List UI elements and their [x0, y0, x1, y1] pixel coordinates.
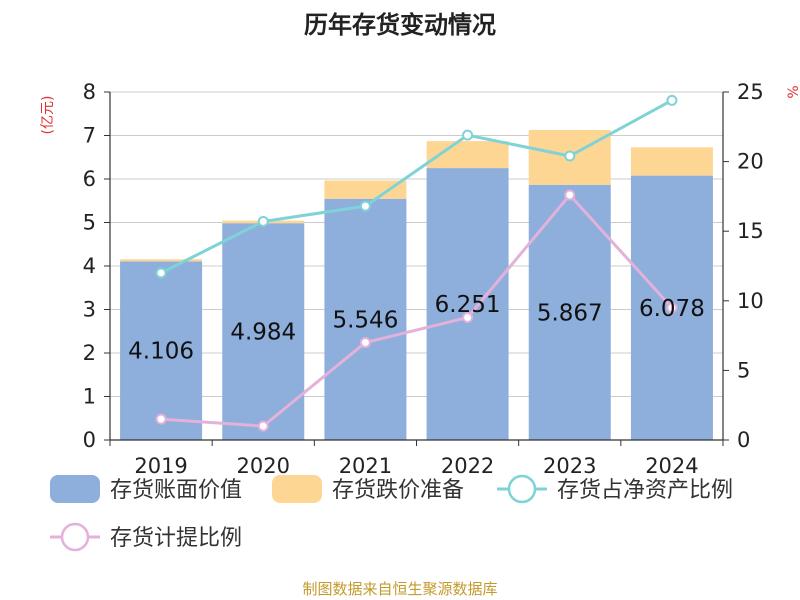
bar-data-label: 6.251 [435, 292, 501, 318]
right-tick-label: 5 [737, 358, 750, 382]
legend-item: 存货账面价值 [50, 475, 242, 503]
x-tick-label: 2019 [134, 454, 187, 478]
left-tick-label: 0 [83, 428, 96, 452]
right-tick-label: 20 [737, 150, 764, 174]
right-axis-unit: % [786, 85, 800, 98]
point-inventory-provision-ratio [666, 302, 678, 314]
left-tick-label: 1 [83, 385, 96, 409]
grid [110, 91, 723, 397]
bar-data-label: 6.078 [639, 296, 705, 322]
bars [120, 129, 713, 441]
legend-marker [507, 474, 537, 504]
right-tick-label: 0 [737, 428, 750, 452]
x-tick-label: 2021 [339, 454, 392, 478]
right-tick-label: 10 [737, 289, 764, 313]
legend-item: 存货计提比例 [50, 522, 242, 552]
axes: 0 1 2 3 4 5 6 7 8 0 5 10 15 20 25 2019 2020 2021 2022 2023 2… [83, 80, 764, 478]
x-tick-label: 2022 [441, 454, 494, 478]
bar-data-label: 5.546 [332, 307, 398, 333]
legend-label: 存货跌价准备 [332, 478, 464, 503]
line-inventory-provision-ratio [160, 192, 674, 428]
point-inventory-to-net-assets [257, 215, 269, 227]
legend-label: 存货账面价值 [110, 478, 242, 503]
left-axis-unit: (亿元) [40, 96, 56, 135]
point-inventory-provision-ratio [155, 413, 167, 425]
left-tick-label: 8 [83, 80, 96, 104]
bar-inventory-book-value [426, 168, 509, 441]
point-inventory-to-net-assets [666, 94, 678, 106]
point-inventory-to-net-assets [359, 200, 371, 212]
x-tick-label: 2020 [237, 454, 290, 478]
point-inventory-provision-ratio [359, 337, 371, 349]
point-inventory-to-net-assets [155, 267, 167, 279]
legend-item: 存货跌价准备 [272, 475, 464, 503]
left-tick-label: 5 [83, 211, 96, 235]
chart-title: 历年存货变动情况 [304, 11, 496, 39]
bar-data-label: 4.106 [128, 339, 194, 365]
bar-inventory-book-value [324, 198, 407, 440]
right-tick-label: 25 [737, 80, 764, 104]
line-inventory-to-net-assets [160, 99, 673, 275]
left-tick-label: 3 [83, 298, 96, 322]
data-labels: 4.106 4.984 5.546 6.251 5.867 6.078 [128, 292, 705, 365]
legend-label: 存货计提比例 [110, 526, 242, 551]
legend-swatch [272, 475, 322, 503]
bar-inventory-impairment-reserve [630, 147, 713, 176]
left-tick-label: 4 [83, 254, 96, 278]
x-tick-label: 2024 [645, 454, 698, 478]
point-inventory-provision-ratio [257, 420, 269, 432]
point-inventory-provision-ratio [564, 189, 576, 201]
point-inventory-to-net-assets [564, 150, 576, 162]
point-inventory-to-net-assets [462, 129, 474, 141]
lines [155, 94, 678, 432]
left-tick-label: 2 [83, 341, 96, 365]
legend-label: 存货占净资产比例 [557, 478, 733, 503]
right-tick-label: 15 [737, 219, 764, 243]
point-inventory-provision-ratio [462, 312, 474, 324]
left-tick-label: 7 [83, 124, 96, 148]
source-note: 制图数据来自恒生聚源数据库 [302, 580, 497, 598]
bar-inventory-impairment-reserve [324, 180, 407, 199]
bar-inventory-book-value [120, 261, 203, 440]
legend-item: 存货占净资产比例 [497, 474, 733, 504]
x-tick-label: 2023 [543, 454, 596, 478]
legend-marker [60, 522, 90, 552]
left-tick-label: 6 [83, 167, 96, 191]
bar-inventory-impairment-reserve [120, 259, 203, 262]
legend-swatch [50, 475, 100, 503]
bar-data-label: 5.867 [537, 300, 603, 326]
bar-data-label: 4.984 [230, 320, 296, 346]
